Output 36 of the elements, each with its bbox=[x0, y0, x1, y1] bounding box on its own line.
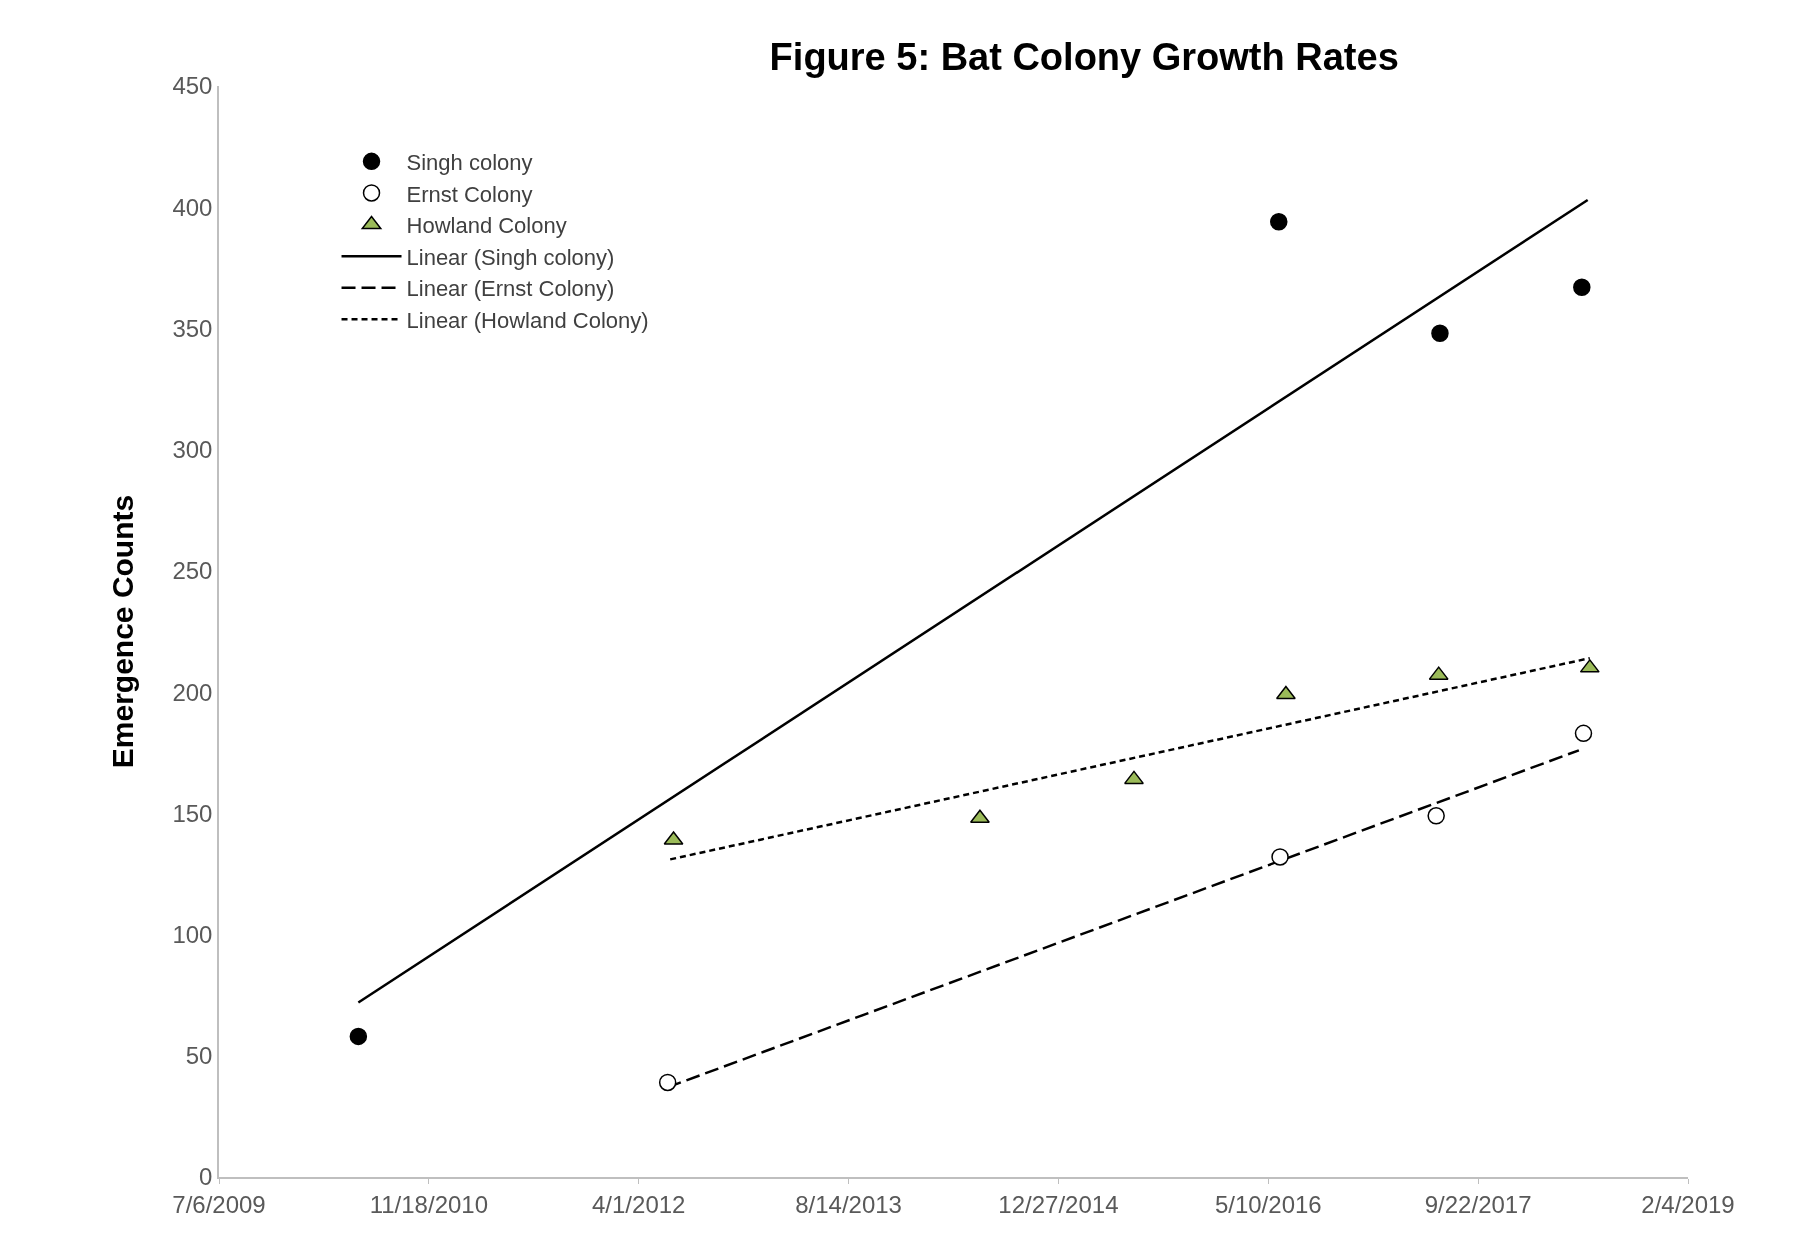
point bbox=[1123, 770, 1144, 785]
point bbox=[1427, 807, 1445, 825]
y-tick-label: 0 bbox=[199, 1163, 213, 1191]
legend-label: Howland Colony bbox=[406, 213, 567, 239]
y-tick-label: 200 bbox=[172, 678, 213, 706]
x-tick-label: 12/27/2014 bbox=[998, 1190, 1119, 1218]
x-tick-label: 8/14/2013 bbox=[795, 1190, 902, 1218]
point bbox=[1431, 324, 1449, 343]
y-tick-label: 50 bbox=[185, 1042, 213, 1070]
legend-label: Linear (Ernst Colony) bbox=[406, 276, 615, 302]
y-tick-label: 300 bbox=[172, 436, 213, 464]
y-axis-title: Emergence Counts bbox=[105, 494, 139, 769]
x-tick-label: 7/6/2009 bbox=[172, 1190, 266, 1218]
x-tick-label: 4/1/2012 bbox=[592, 1190, 686, 1218]
point bbox=[658, 1073, 677, 1092]
legend-label: Linear (Singh colony) bbox=[406, 244, 615, 270]
y-tick-label: 150 bbox=[172, 799, 213, 827]
legend-label: Linear (Howland Colony) bbox=[406, 307, 649, 333]
y-tick-label: 100 bbox=[172, 920, 213, 948]
point bbox=[349, 1027, 368, 1046]
legend-label: Singh colony bbox=[406, 149, 533, 175]
y-tick-label: 250 bbox=[172, 557, 213, 585]
x-tick-label: 11/18/2010 bbox=[369, 1190, 489, 1218]
y-tick-label: 450 bbox=[172, 72, 213, 100]
y-tick-label: 400 bbox=[172, 193, 213, 221]
x-tick-label: 2/4/2019 bbox=[1641, 1190, 1735, 1218]
chart-title: Figure 5: Bat Colony Growth Rates bbox=[769, 35, 1399, 78]
legend-label: Ernst Colony bbox=[406, 181, 533, 207]
y-tick-label: 350 bbox=[172, 314, 213, 342]
point bbox=[1271, 848, 1289, 866]
x-tick-label: 9/22/2017 bbox=[1424, 1190, 1532, 1218]
point bbox=[1270, 213, 1288, 231]
point bbox=[1574, 724, 1593, 743]
x-tick-label: 5/10/2016 bbox=[1214, 1190, 1322, 1218]
point bbox=[1573, 278, 1591, 296]
point bbox=[1275, 685, 1296, 700]
